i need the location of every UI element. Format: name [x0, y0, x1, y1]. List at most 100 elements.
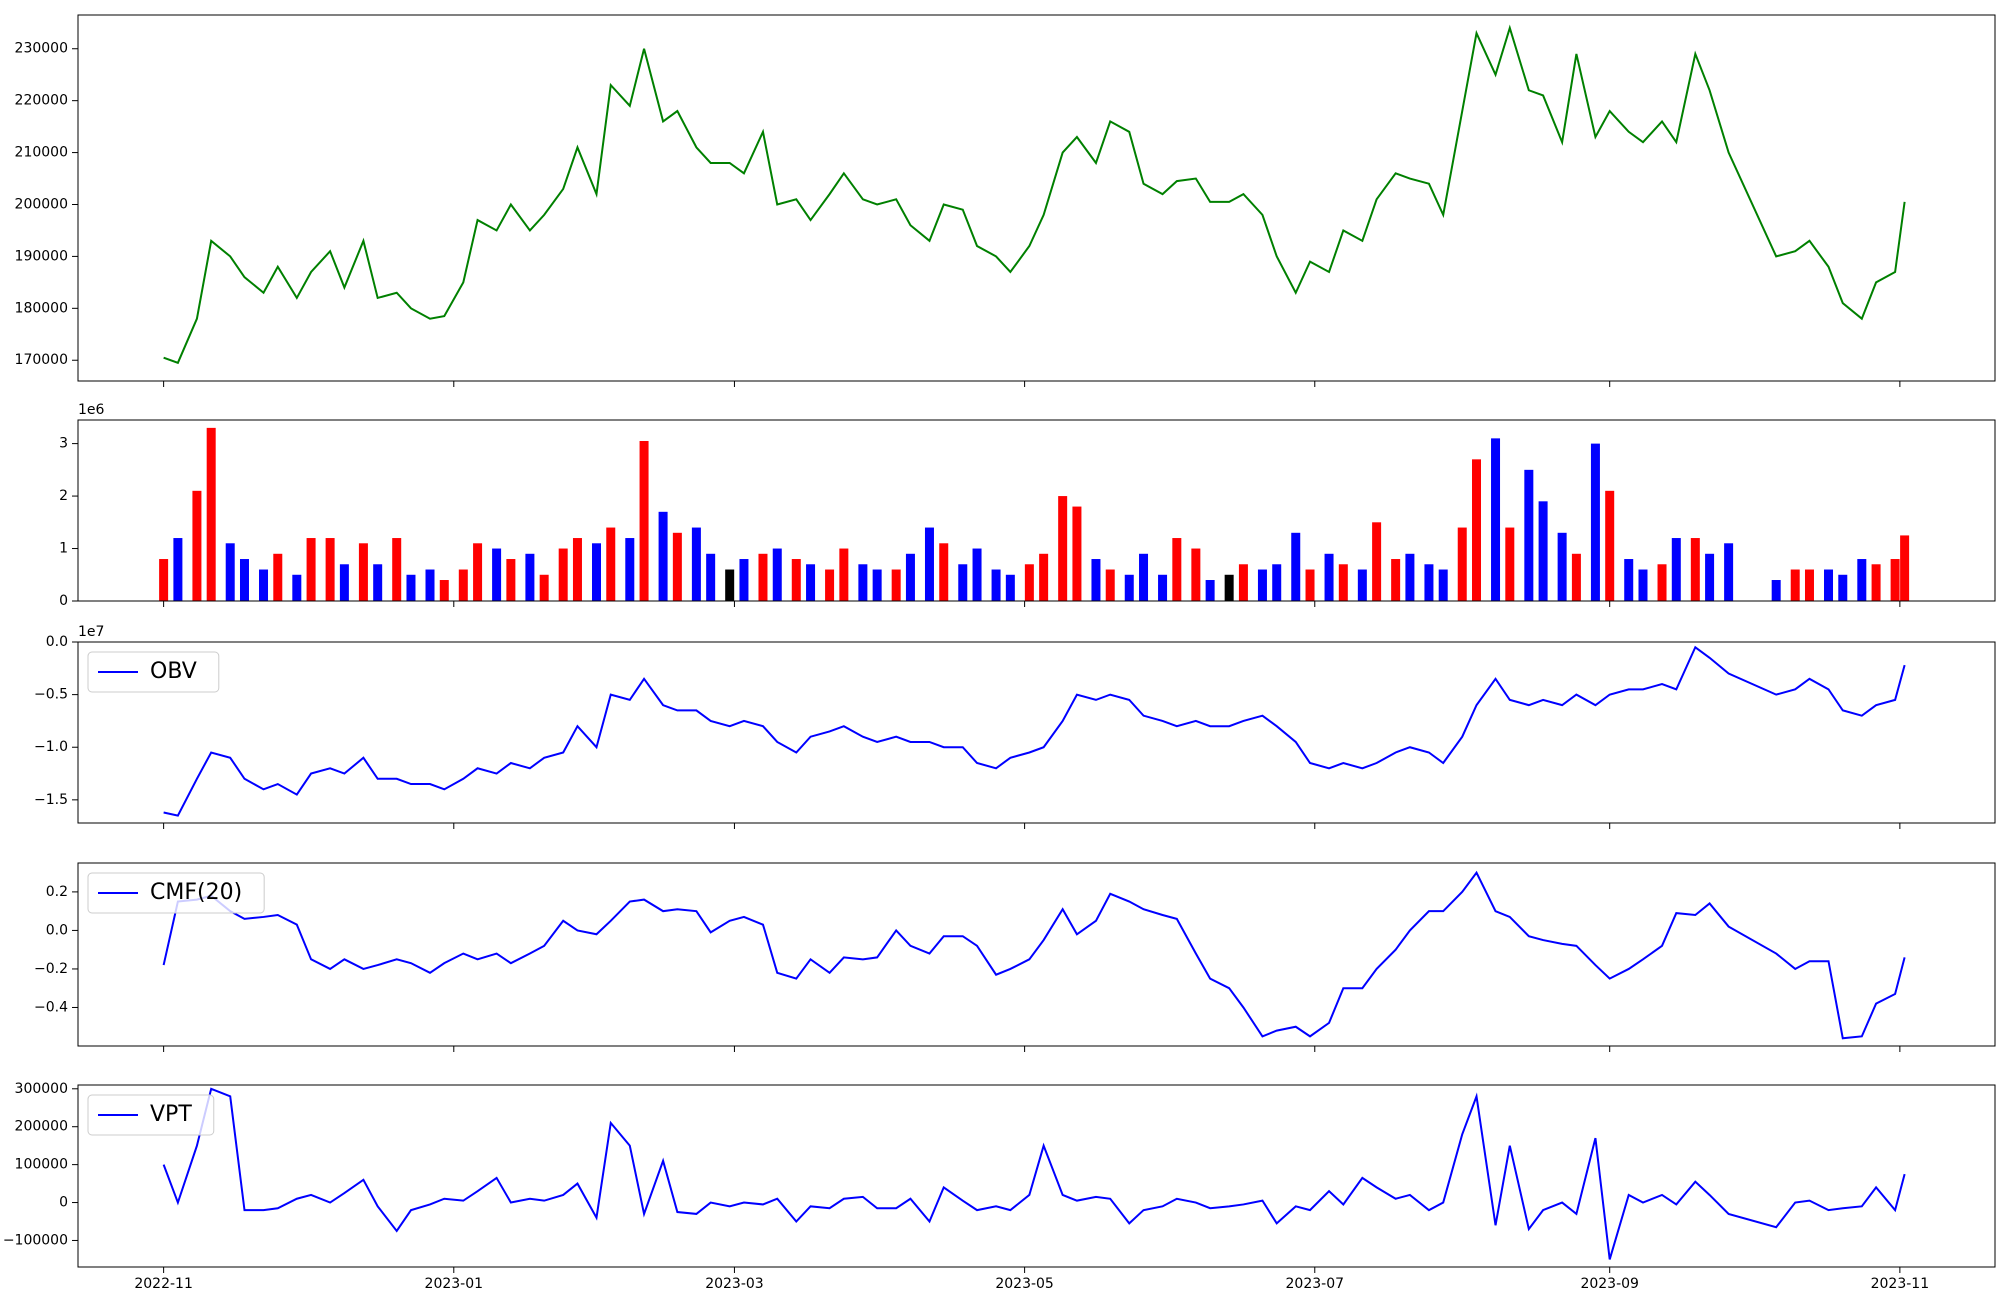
y-tick-label: −1.5: [34, 792, 68, 808]
legend-box: [87, 1094, 215, 1136]
legend: OBV: [87, 651, 220, 693]
volume-bar: [1771, 580, 1781, 601]
series-line: [163, 645, 1906, 817]
legend-label: CMF(20): [150, 880, 242, 905]
axes-frame: [77, 641, 1996, 824]
volume-bar: [292, 574, 302, 601]
volume-bar: [273, 553, 283, 601]
volume-bar: [1890, 559, 1900, 601]
volume-bar: [358, 543, 368, 601]
volume-bar: [1571, 553, 1581, 601]
axes-frame: [77, 1084, 1996, 1268]
axes-frame: [77, 419, 1996, 602]
volume-bar: [958, 564, 968, 601]
volume-bar: [525, 553, 535, 601]
y-tick-label: 170000: [15, 352, 68, 368]
volume-bar: [1305, 569, 1315, 601]
volume-bar: [1638, 569, 1648, 601]
x-tick-label: 2023-01: [425, 1276, 484, 1292]
volume-bar: [1238, 564, 1248, 601]
x-tick-label: 2023-05: [995, 1276, 1054, 1292]
volume-bar: [1457, 527, 1467, 601]
volume-bar: [173, 538, 183, 601]
volume-bar: [905, 553, 915, 601]
y-tick-label: 210000: [15, 145, 68, 161]
y-tick-label: 200000: [15, 196, 68, 212]
volume-bar: [439, 580, 449, 601]
volume-bar: [872, 569, 882, 601]
volume-bar: [791, 559, 801, 601]
legend: CMF(20): [87, 872, 265, 914]
volume-bar: [1590, 443, 1600, 601]
volume-bar: [1790, 569, 1800, 601]
x-tick-label: 2023-09: [1580, 1276, 1639, 1292]
volume-bar: [1491, 438, 1501, 601]
volume-bar: [1124, 574, 1134, 601]
volume-bar: [1338, 564, 1348, 601]
volume-bar: [1158, 574, 1168, 601]
x-tick-label: 2023-07: [1286, 1276, 1345, 1292]
volume-bar: [939, 543, 949, 601]
volume-bar: [1824, 569, 1834, 601]
volume-bar: [972, 548, 982, 601]
y-tick-label: 1: [59, 541, 68, 557]
volume-bar: [1900, 535, 1910, 601]
x-tick-label: 2023-03: [705, 1276, 764, 1292]
y-tick-label: 100000: [15, 1157, 68, 1173]
volume-bar: [1205, 580, 1215, 601]
axes-frame: [77, 14, 1996, 382]
volume-bar: [591, 543, 601, 601]
volume-bar: [506, 559, 516, 601]
volume-bar: [1357, 569, 1367, 601]
volume-bar: [858, 564, 868, 601]
volume-bar: [1072, 506, 1082, 601]
volume-bar: [1424, 564, 1434, 601]
legend: VPT: [87, 1094, 215, 1136]
volume-bar: [1857, 559, 1867, 601]
volume-bar: [1324, 553, 1334, 601]
volume-bar: [991, 569, 1001, 601]
volume-bar: [625, 538, 635, 601]
y-tick-label: 0: [59, 593, 68, 609]
volume-bar: [1139, 553, 1149, 601]
volume-bar: [1372, 522, 1382, 601]
volume-bar: [1105, 569, 1115, 601]
volume-bar: [225, 543, 235, 601]
y-tick-label: 0.2: [46, 884, 68, 900]
volume-bar: [924, 527, 934, 601]
legend-box: [87, 872, 265, 914]
x-tick-label: 2022-11: [134, 1276, 193, 1292]
y-tick-label: −0.2: [34, 961, 68, 977]
y-tick-label: 300000: [15, 1081, 68, 1097]
volume-bar: [1871, 564, 1881, 601]
y-tick-label: 190000: [15, 248, 68, 264]
y-tick-label: 200000: [15, 1119, 68, 1135]
volume-bar: [473, 543, 483, 601]
volume-bar: [639, 440, 649, 601]
y-tick-label: 2: [59, 488, 68, 504]
volume-bar: [739, 559, 749, 601]
y-tick-label: −1.0: [34, 739, 68, 755]
volume-bar: [1690, 538, 1700, 601]
volume-bar: [1557, 532, 1567, 601]
x-tick-label: 2023-11: [1871, 1276, 1930, 1292]
volume-bar: [1438, 569, 1448, 601]
series-line: [162, 870, 1906, 1040]
y-tick-label: −0.5: [34, 687, 68, 703]
volume-bar: [706, 553, 716, 601]
volume-bar: [1005, 574, 1015, 601]
volume-bar: [1724, 543, 1734, 601]
volume-bar: [1405, 553, 1415, 601]
volume-bar: [691, 527, 701, 601]
volume-bar: [325, 538, 335, 601]
volume-bar: [239, 559, 249, 601]
series-line: [163, 24, 1906, 365]
volume-bar: [558, 548, 568, 601]
y-tick-label: 220000: [15, 93, 68, 109]
volume-bar: [839, 548, 849, 601]
legend-label: OBV: [150, 659, 197, 684]
legend-label: VPT: [150, 1102, 192, 1127]
y-tick-label: 3: [59, 436, 68, 452]
y-tick-label: 0: [59, 1195, 68, 1211]
volume-bar: [458, 569, 468, 601]
